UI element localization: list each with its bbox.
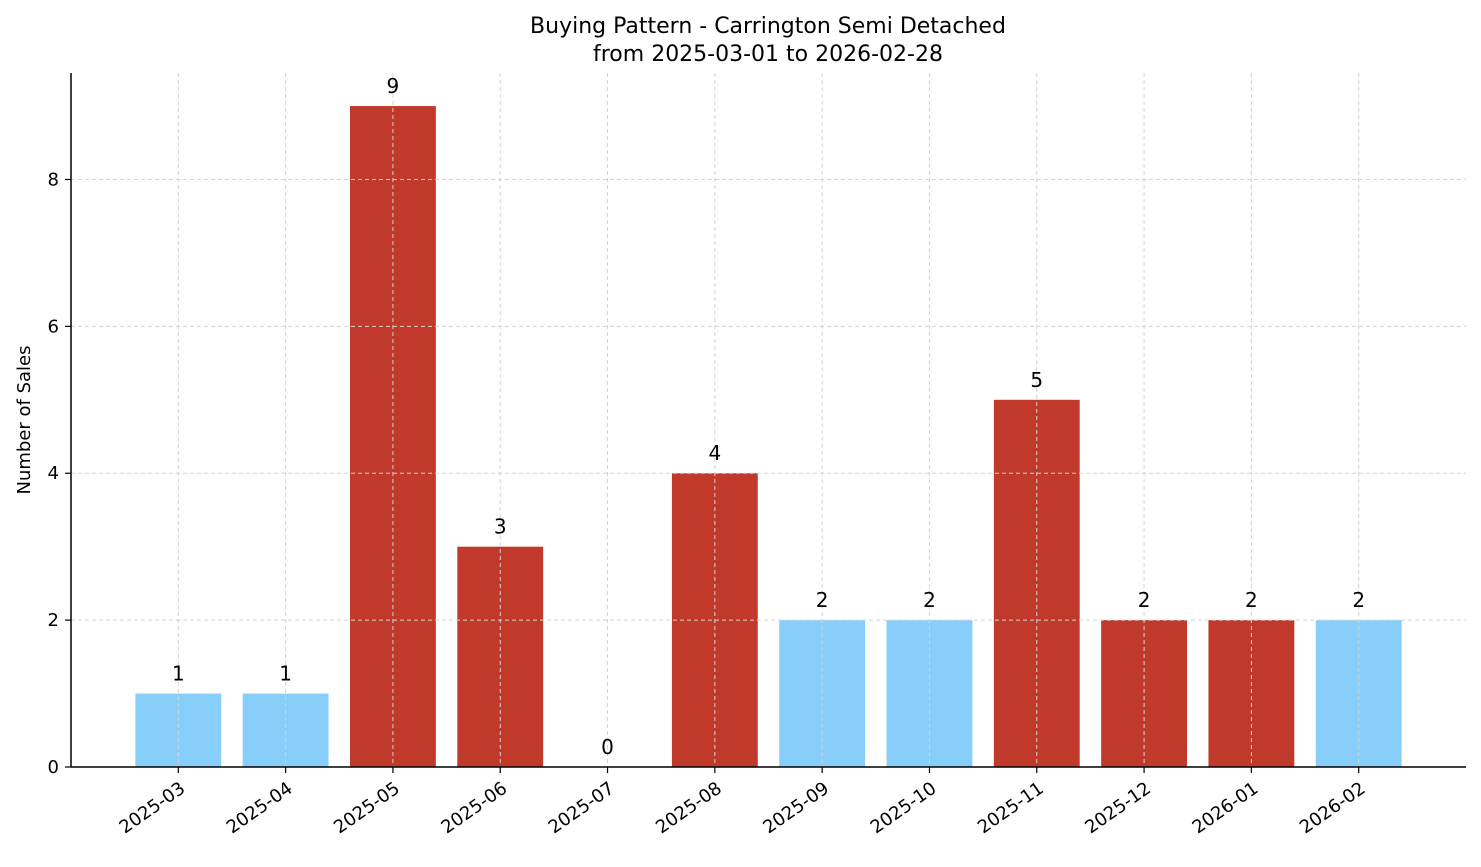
data-labels: 1 1 9 3 0 4 2 2 5 2 2 2 [172,74,1365,759]
chart-subtitle: from 2025-03-01 to 2026-02-28 [593,42,943,67]
x-tick-label: 2025-04 [223,778,297,838]
data-label-2025-05: 9 [387,74,400,98]
x-tick-label: 2025-03 [116,778,190,838]
bar-2025-05 [350,106,436,768]
x-tick-label: 2025-12 [1081,778,1155,838]
y-tick-label: 4 [48,463,59,484]
bar-2025-12 [1101,620,1187,767]
x-tick-label: 2025-06 [437,778,511,838]
data-label-2025-11: 5 [1030,368,1043,392]
data-label-2025-08: 4 [708,441,721,465]
bar-2025-10 [886,620,973,767]
data-label-2025-04: 1 [279,662,292,686]
bars [135,106,1402,768]
y-tick-label: 0 [48,757,59,778]
bar-2026-02 [1315,620,1402,767]
data-label-2025-03: 1 [172,662,185,686]
bar-2026-01 [1208,620,1295,767]
data-label-2026-01: 2 [1245,588,1258,612]
x-tick-label: 2026-01 [1189,778,1263,838]
data-label-2025-09: 2 [816,588,829,612]
x-tick-label: 2026-02 [1296,778,1370,838]
x-tick-label: 2025-09 [759,778,833,838]
x-tick-label: 2025-08 [652,778,726,838]
data-label-2025-12: 2 [1138,588,1151,612]
x-tick-label: 2025-05 [330,778,404,838]
y-tick-label: 2 [48,610,59,631]
y-axis-label: Number of Sales [14,345,35,494]
data-label-2025-10: 2 [923,588,936,612]
data-label-2025-07: 0 [601,735,614,759]
y-tick-label: 8 [48,169,59,190]
data-label-2026-02: 2 [1352,588,1365,612]
data-label-2025-06: 3 [494,515,507,539]
chart-title: Buying Pattern - Carrington Semi Detache… [530,14,1006,39]
bar-2025-09 [779,620,866,767]
x-tick-label: 2025-10 [867,778,941,838]
x-tick-label: 2025-11 [974,778,1048,838]
y-tick-label: 6 [48,316,59,337]
x-tick-label: 2025-07 [545,778,619,838]
